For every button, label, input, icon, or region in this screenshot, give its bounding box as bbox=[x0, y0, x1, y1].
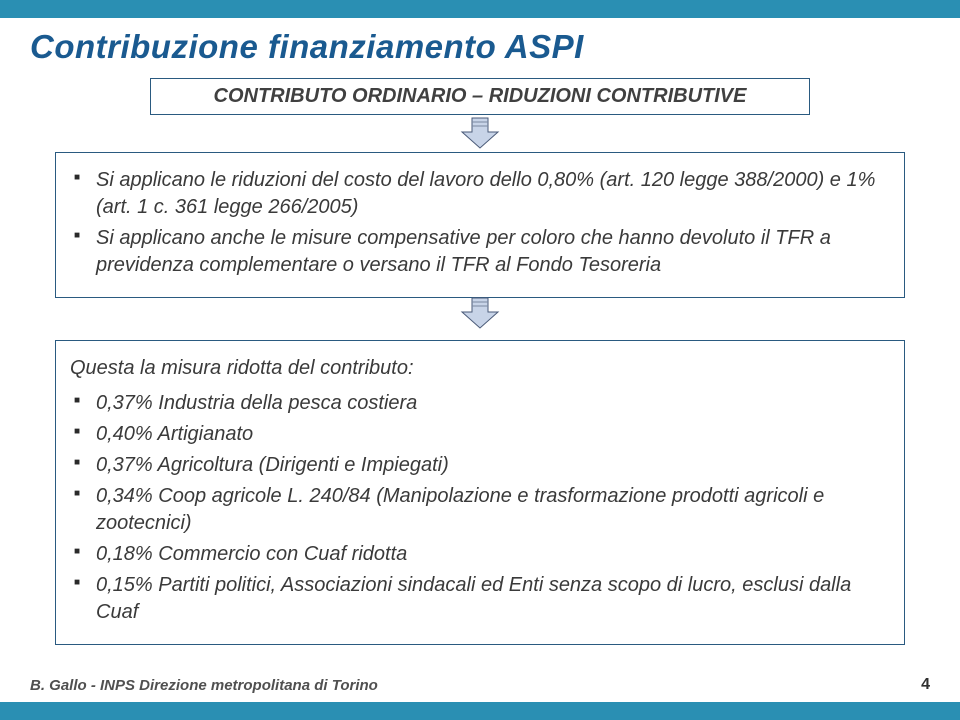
subtitle-text: CONTRIBUTO ORDINARIO – RIDUZIONI CONTRIB… bbox=[214, 85, 747, 107]
subtitle-box: CONTRIBUTO ORDINARIO – RIDUZIONI CONTRIB… bbox=[150, 78, 810, 115]
box-2: Questa la misura ridotta del contributo:… bbox=[55, 340, 905, 645]
box2-list: 0,37% Industria della pesca costiera 0,4… bbox=[70, 390, 886, 626]
box2-intro: Questa la misura ridotta del contributo: bbox=[70, 355, 886, 382]
box1-list: Si applicano le riduzioni del costo del … bbox=[70, 167, 886, 279]
arrow-down-2 bbox=[460, 296, 500, 335]
box2-item: 0,34% Coop agricole L. 240/84 (Manipolaz… bbox=[70, 483, 886, 537]
box2-item: 0,40% Artigianato bbox=[70, 421, 886, 448]
box-1: Si applicano le riduzioni del costo del … bbox=[55, 152, 905, 298]
arrow-down-1 bbox=[460, 116, 500, 155]
bottom-bar bbox=[0, 702, 960, 720]
box2-item: 0,37% Industria della pesca costiera bbox=[70, 390, 886, 417]
box1-item: Si applicano anche le misure compensativ… bbox=[70, 225, 886, 279]
top-bar bbox=[0, 0, 960, 18]
page-title: Contribuzione finanziamento ASPI bbox=[30, 28, 584, 66]
page-number: 4 bbox=[921, 676, 930, 694]
box2-item: 0,37% Agricoltura (Dirigenti e Impiegati… bbox=[70, 452, 886, 479]
box2-item: 0,18% Commercio con Cuaf ridotta bbox=[70, 541, 886, 568]
footer-text: B. Gallo - INPS Direzione metropolitana … bbox=[30, 677, 930, 694]
box1-item: Si applicano le riduzioni del costo del … bbox=[70, 167, 886, 221]
box2-item: 0,15% Partiti politici, Associazioni sin… bbox=[70, 572, 886, 626]
